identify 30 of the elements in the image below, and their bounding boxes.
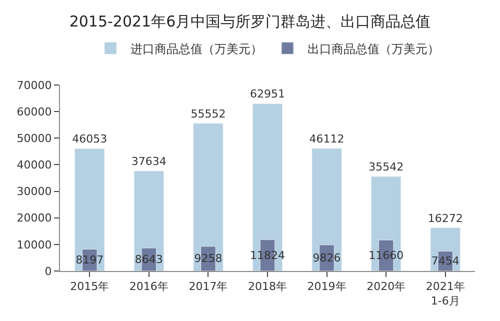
legend-label: 出口商品总值（万美元） xyxy=(308,42,440,56)
y-tick-label: 70000 xyxy=(16,78,52,92)
data-label: 11660 xyxy=(368,249,404,262)
y-tick-label: 40000 xyxy=(16,158,52,172)
data-label: 46053 xyxy=(72,132,108,146)
x-tick-label: 2018年 xyxy=(248,280,287,294)
y-tick-label: 60000 xyxy=(16,105,52,118)
y-tick-label: 0 xyxy=(44,264,52,278)
data-label: 16272 xyxy=(428,212,463,225)
x-tick-label: 2015年 xyxy=(70,280,110,294)
y-tick-label: 50000 xyxy=(16,132,52,145)
x-tick-label: 2019年 xyxy=(307,280,346,294)
bar xyxy=(193,123,224,271)
bar xyxy=(74,148,105,271)
legend-label: 进口商品总值（万美元） xyxy=(130,42,262,56)
x-tick-label: 2017年 xyxy=(188,280,228,294)
data-label: 35542 xyxy=(368,160,404,174)
data-label: 46112 xyxy=(309,132,344,146)
y-tick-label: 20000 xyxy=(16,212,52,225)
y-tick-label: 30000 xyxy=(16,185,52,198)
data-label: 11824 xyxy=(250,248,285,262)
y-tick-label: 10000 xyxy=(16,238,52,252)
data-label: 55552 xyxy=(190,107,226,120)
chart-title: 2015-2021年6月中国与所罗门群岛进、出口商品总值 xyxy=(69,12,431,31)
data-label: 37634 xyxy=(131,155,166,168)
bar xyxy=(252,103,283,271)
x-tick-label: 2021年 1-6月 xyxy=(426,280,465,308)
x-tick-label: 2020年 xyxy=(366,280,406,294)
data-label: 62951 xyxy=(250,88,285,101)
x-tick-label: 2016年 xyxy=(129,280,168,294)
